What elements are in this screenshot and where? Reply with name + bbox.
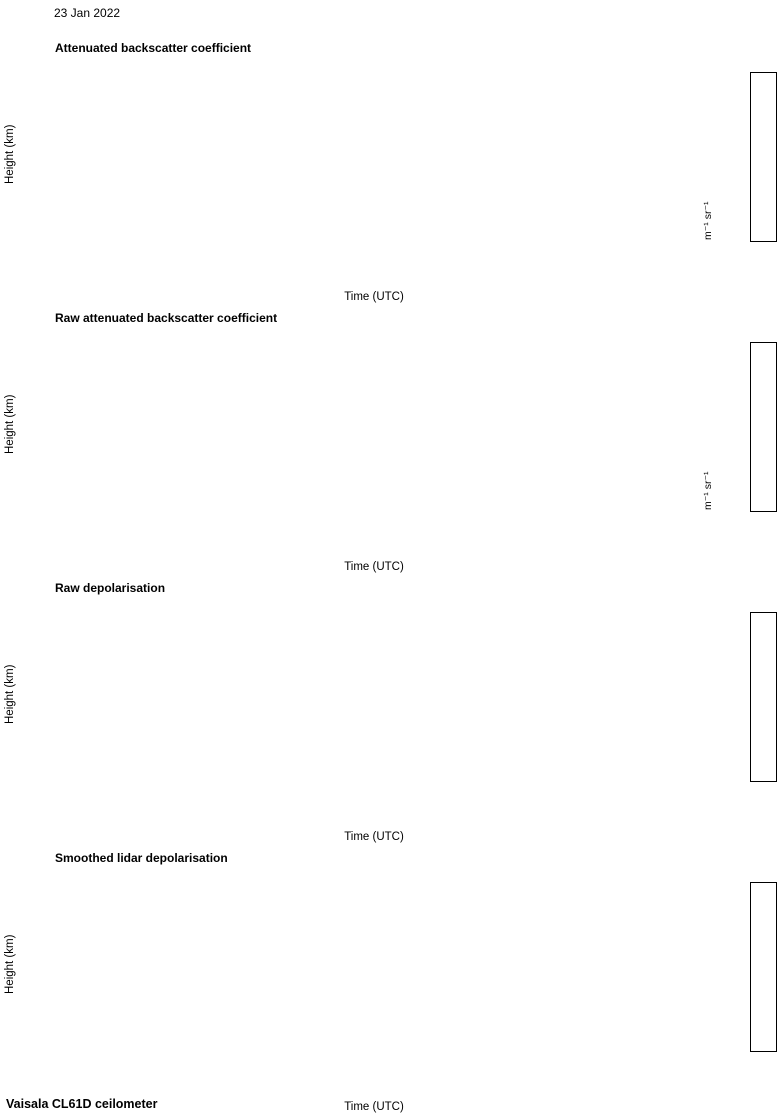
panel-title: Raw depolarisation <box>55 581 166 595</box>
x-axis-label: Time (UTC) <box>344 561 404 573</box>
panel-attenuated-backscatter: Height (km) Attenuated backscatter coeff… <box>0 38 780 338</box>
x-axis-label: Time (UTC) <box>344 291 404 303</box>
colorbar-unit: m⁻¹ sr⁻¹ <box>702 201 714 241</box>
x-axis-label: Time (UTC) <box>344 1101 404 1113</box>
colorbar-unit: m⁻¹ sr⁻¹ <box>702 471 714 511</box>
panel-title: Raw attenuated backscatter coefficient <box>55 311 278 325</box>
panel-raw-backscatter: Height (km) Raw attenuated backscatter c… <box>0 308 780 608</box>
y-axis-label: Height (km) <box>4 394 16 455</box>
colorbar-raw-depolarisation <box>750 612 777 782</box>
date-label: 23 Jan 2022 <box>54 6 121 20</box>
plot-canvas-raw-backscatter <box>48 308 700 541</box>
colorbar-backscatter <box>750 72 777 242</box>
panel-smoothed-depolarisation: Height (km) Smoothed lidar depolarisatio… <box>0 848 780 1120</box>
colorbar-smoothed-depolarisation <box>750 882 777 1052</box>
y-axis-label: Height (km) <box>4 664 16 725</box>
instrument-label: Vaisala CL61D ceilometer <box>6 1097 158 1111</box>
plot-canvas-smoothed-depolarisation <box>48 848 700 1081</box>
x-axis-label: Time (UTC) <box>344 831 404 843</box>
colorbar-raw-backscatter <box>750 342 777 512</box>
panel-raw-depolarisation: Height (km) Raw depolarisation Time (UTC… <box>0 578 780 878</box>
plot-canvas-attenuated-backscatter <box>48 38 700 271</box>
plot-canvas-raw-depolarisation <box>48 578 700 811</box>
panel-title: Attenuated backscatter coefficient <box>55 41 252 55</box>
y-axis-label: Height (km) <box>4 124 16 185</box>
panel-title: Smoothed lidar depolarisation <box>55 851 228 865</box>
y-axis-label: Height (km) <box>4 934 16 995</box>
